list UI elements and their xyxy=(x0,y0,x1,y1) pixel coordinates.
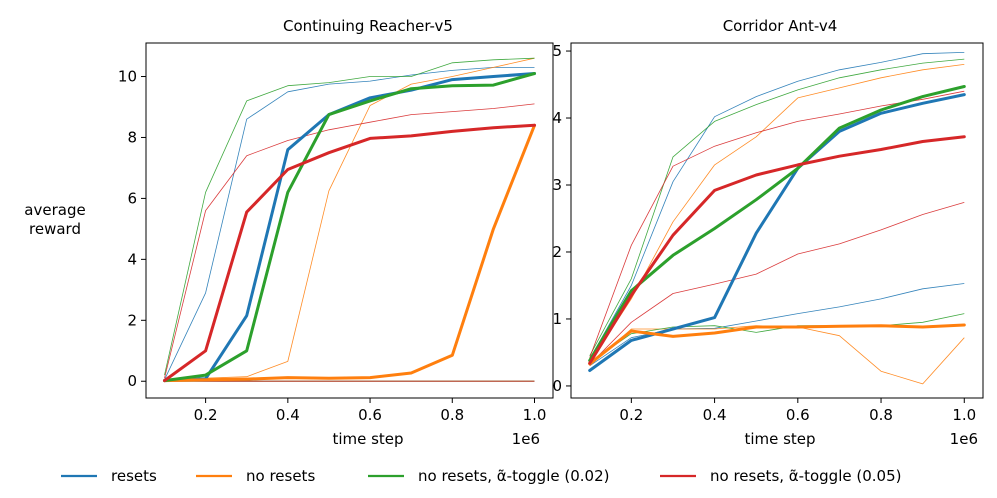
x-tick-label: 1.0 xyxy=(952,406,976,424)
chart-panel-ant: Corridor Ant-v4 time step 1e6 0.2 0.4 0.6 0… xyxy=(552,17,984,448)
plot-frame xyxy=(145,42,554,399)
series-line-thin-no-resets-upper xyxy=(589,64,965,363)
y-tick-label: 0 xyxy=(127,372,137,390)
series-line-thin-no-resets-upper xyxy=(164,57,535,381)
x-tick-label: 0.4 xyxy=(276,406,300,424)
series-line-3 xyxy=(163,123,536,383)
y-tick-label: 0 xyxy=(552,377,562,395)
x-scale-label: 1e6 xyxy=(512,430,540,448)
x-tick-label: 0.8 xyxy=(869,406,893,424)
series-line-thin-resets-upper xyxy=(164,67,535,380)
legend-item-resets: resets xyxy=(61,467,157,485)
series-line-thin-resets-lower xyxy=(589,283,965,367)
x-tick-label: 0.2 xyxy=(194,406,218,424)
series-line-thin-toggle002-upper xyxy=(164,57,535,376)
ylabel-line-2: reward xyxy=(29,220,81,238)
x-tick-label: 1.0 xyxy=(523,406,547,424)
legend-label: resets xyxy=(111,467,157,485)
legend-label: no resets, α̃-toggle (0.02) xyxy=(418,467,609,485)
series-line-thin-resets-upper xyxy=(589,52,965,360)
y-tick-label: 5 xyxy=(552,42,562,60)
series-line-thin-toggle002-upper xyxy=(589,58,965,356)
plot-frame xyxy=(570,42,984,399)
chart-title: Corridor Ant-v4 xyxy=(723,17,838,35)
chart-panel-reacher: Continuing Reacher-v5 time step 1e6 0.2 0… xyxy=(118,17,554,448)
series-line-2 xyxy=(163,72,536,383)
y-tick-label: 2 xyxy=(552,243,562,261)
series-line-thin-toggle005-lower xyxy=(589,202,965,365)
y-tick-label: 4 xyxy=(127,250,137,268)
y-tick-label: 10 xyxy=(118,68,137,86)
x-axis-label: time step xyxy=(744,430,815,448)
y-tick-label: 4 xyxy=(552,109,562,127)
y-tick-label: 6 xyxy=(127,189,137,207)
y-tick-label: 2 xyxy=(127,311,137,329)
x-scale-label: 1e6 xyxy=(950,430,978,448)
series-line-thin-toggle005-upper xyxy=(589,90,965,358)
legend-item-no-resets: no resets xyxy=(196,467,315,485)
series-line-2 xyxy=(588,85,966,362)
series-line-3 xyxy=(588,135,966,365)
x-axis-label: time step xyxy=(332,430,403,448)
legend-label: no resets xyxy=(246,467,315,485)
legend-item-toggle-002: no resets, α̃-toggle (0.02) xyxy=(368,467,609,485)
x-tick-label: 0.8 xyxy=(440,406,464,424)
y-tick-label: 1 xyxy=(552,310,562,328)
series-line-thin-toggle002-lower xyxy=(589,313,965,363)
chart-title: Continuing Reacher-v5 xyxy=(283,17,453,35)
ylabel-line-1: average xyxy=(24,201,85,219)
legend-label: no resets, α̃-toggle (0.05) xyxy=(710,467,901,485)
legend-item-toggle-005: no resets, α̃-toggle (0.05) xyxy=(660,467,901,485)
legend: resets no resets no resets, α̃-toggle (0… xyxy=(61,467,901,485)
y-tick-label: 8 xyxy=(127,128,137,146)
series-line-1 xyxy=(163,123,536,383)
x-tick-label: 0.6 xyxy=(358,406,382,424)
x-tick-label: 0.2 xyxy=(619,406,643,424)
y-tick-label: 3 xyxy=(552,176,562,194)
series-line-thin-toggle005-upper xyxy=(164,103,535,379)
series-line-1 xyxy=(588,323,966,366)
series-line-0 xyxy=(163,72,536,383)
x-tick-label: 0.4 xyxy=(703,406,727,424)
x-tick-label: 0.6 xyxy=(786,406,810,424)
